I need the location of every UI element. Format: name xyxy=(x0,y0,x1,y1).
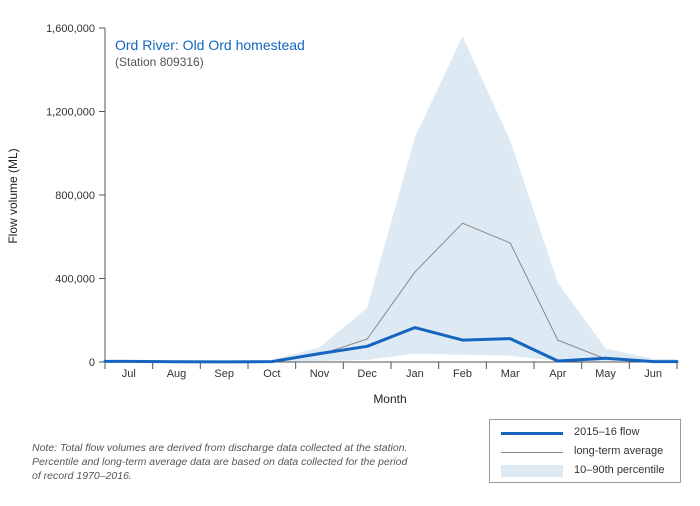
x-tick-label-aug: Aug xyxy=(167,368,187,380)
x-tick-label-nov: Nov xyxy=(310,368,330,380)
legend-item-2015-16-flow: 2015–16 flow xyxy=(490,424,680,442)
legend-swatch-percentile xyxy=(501,465,563,477)
x-tick-label-apr: Apr xyxy=(549,368,566,380)
x-tick-label-jan: Jan xyxy=(406,368,424,380)
legend-swatch-2015-16-flow xyxy=(501,432,563,435)
series-lines-layer xyxy=(103,222,679,364)
percentile-band-layer xyxy=(105,36,677,363)
x-tick-label-may: May xyxy=(595,368,616,380)
chart-subtitle: (Station 809316) xyxy=(115,55,204,69)
x-tick-label-jun: Jun xyxy=(644,368,662,380)
legend-label-long-term-average: long-term average xyxy=(574,445,664,457)
legend-label-percentile: 10–90th percentile xyxy=(574,464,665,476)
legend-item-percentile: 10–90th percentile xyxy=(490,462,680,480)
y-tick-label-1: 400,000 xyxy=(55,274,95,286)
y-tick-label-2: 800,000 xyxy=(55,190,95,202)
legend-item-long-term-average: long-term average xyxy=(490,443,680,461)
y-tick-label-3: 1,200,000 xyxy=(46,107,95,119)
y-axis-title: Flow volume (ML) xyxy=(6,148,20,243)
y-tick-label-4: 1,600,000 xyxy=(46,23,95,35)
legend-swatch-long-term-average xyxy=(501,452,563,453)
legend: 2015–16 flow long-term average 10–90th p… xyxy=(489,419,681,483)
x-tick-label-dec: Dec xyxy=(357,368,377,380)
chart: 0 400,000 800,000 1,200,000 1,600,000 Jul Aug S… xyxy=(6,23,679,406)
chart-title: Ord River: Old Ord homestead xyxy=(115,37,305,53)
footnote: Note: Total flow volumes are derived fro… xyxy=(32,442,408,482)
percentile-band-area xyxy=(105,36,677,363)
y-tick-label-0: 0 xyxy=(89,357,95,369)
x-tick-label-jul: Jul xyxy=(122,368,136,380)
legend-label-2015-16-flow: 2015–16 flow xyxy=(574,426,640,438)
x-tick-label-mar: Mar xyxy=(501,368,520,380)
x-tick-label-oct: Oct xyxy=(263,368,280,380)
x-tick-label-feb: Feb xyxy=(453,368,472,380)
x-tick-label-sep: Sep xyxy=(214,368,234,380)
tick-labels-layer: 0 400,000 800,000 1,200,000 1,600,000 Jul Aug S… xyxy=(46,23,662,380)
x-axis-title: Month xyxy=(373,392,406,406)
series-line-2015-16-flow xyxy=(103,326,679,364)
